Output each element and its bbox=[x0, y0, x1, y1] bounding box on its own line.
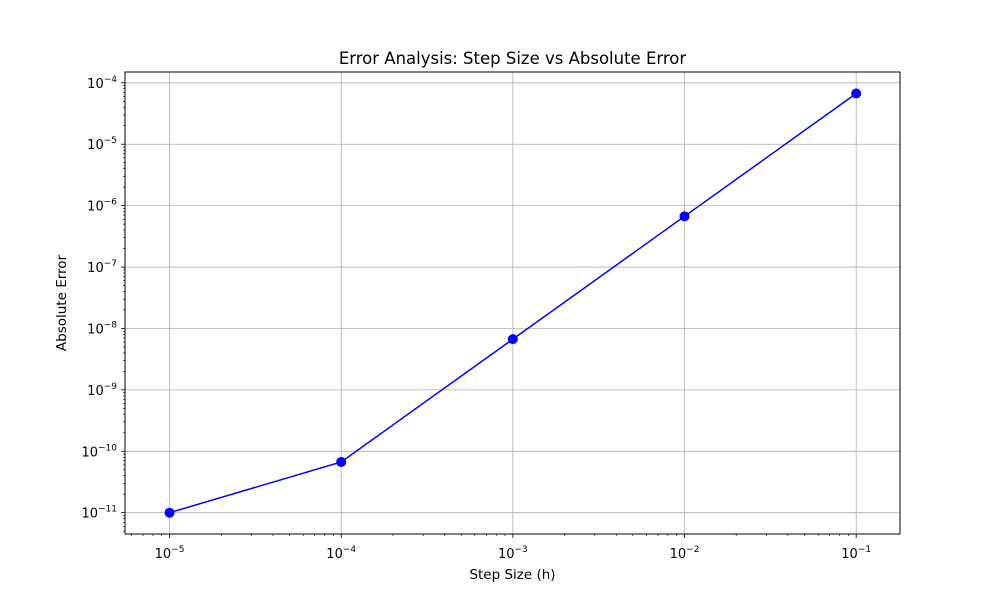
y-axis: 10−11 10−10 10−9 10−8 10−7 10−6 10−5 10−4 bbox=[81, 75, 125, 532]
grid bbox=[125, 72, 900, 534]
data-point bbox=[679, 211, 690, 222]
data-point bbox=[164, 507, 175, 518]
y-tick-label: 10−7 bbox=[87, 259, 117, 276]
x-tick-label: 10−3 bbox=[498, 545, 528, 562]
chart-title: Error Analysis: Step Size vs Absolute Er… bbox=[339, 49, 687, 68]
y-tick-label: 10−11 bbox=[81, 505, 117, 522]
x-tick-label: 10−1 bbox=[841, 545, 871, 562]
y-tick-label: 10−10 bbox=[81, 443, 117, 460]
y-tick-label: 10−6 bbox=[87, 198, 117, 215]
y-tick-label: 10−8 bbox=[87, 320, 117, 337]
x-tick-label: 10−4 bbox=[326, 545, 356, 562]
data-point bbox=[851, 88, 862, 99]
y-tick-label: 10−5 bbox=[87, 136, 117, 153]
series-layer bbox=[164, 88, 862, 518]
y-tick-label: 10−4 bbox=[87, 75, 117, 92]
y-tick-label: 10−9 bbox=[87, 382, 117, 399]
x-tick-label: 10−2 bbox=[670, 545, 700, 562]
x-axis-label: Step Size (h) bbox=[469, 567, 555, 583]
x-axis: 10−5 10−4 10−3 10−2 10−1 bbox=[131, 534, 871, 562]
x-tick-label: 10−5 bbox=[155, 545, 185, 562]
data-point bbox=[336, 456, 347, 467]
data-point bbox=[507, 334, 518, 345]
y-axis-label: Absolute Error bbox=[54, 254, 70, 351]
